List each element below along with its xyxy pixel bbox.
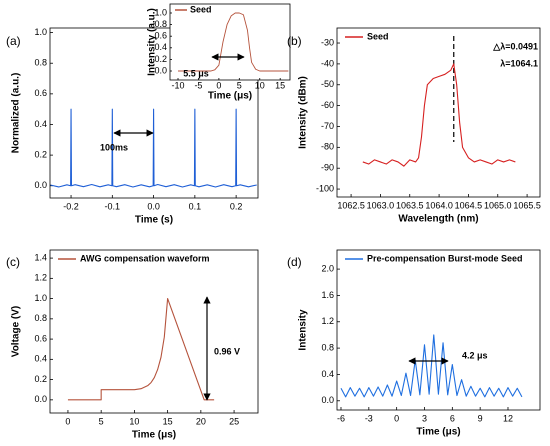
y-tick-label: 0.4 — [34, 119, 47, 129]
y-tick-label: 2.0 — [321, 263, 334, 273]
x-tick-label: -0.2 — [63, 201, 79, 211]
x-tick-label: 1063.5 — [396, 200, 424, 210]
annotation: △λ=0.0491 — [492, 41, 538, 51]
x-tick-label: 20 — [196, 416, 206, 426]
y-tick-label: 0.0 — [34, 394, 47, 404]
x-axis-label: Time (s) — [135, 215, 173, 226]
x-tick-label: 15 — [275, 80, 285, 90]
x-tick-label: -10 — [172, 80, 185, 90]
data-line — [362, 63, 516, 167]
x-tick-label: 0 — [394, 413, 399, 423]
y-tick-label: -70 — [321, 121, 334, 131]
x-tick-label: 25 — [229, 416, 239, 426]
x-tick-label: -0.1 — [105, 201, 121, 211]
x-tick-label: 1065.5 — [513, 200, 541, 210]
y-axis-label: Intensity (dBm) — [298, 76, 309, 149]
x-tick-label: 0 — [65, 416, 70, 426]
x-tick-label: 1065.0 — [484, 200, 512, 210]
x-tick-label: 1062.5 — [337, 200, 365, 210]
y-tick-label: 0.8 — [154, 19, 167, 29]
y-tick-label: 1.2 — [321, 316, 334, 326]
x-tick-label: 0 — [216, 80, 221, 90]
data-line — [178, 12, 289, 72]
x-tick-label: 1064.5 — [455, 200, 483, 210]
y-tick-label: 0.0 — [321, 395, 334, 405]
y-tick-label: 1.0 — [34, 27, 47, 37]
y-tick-label: 1.4 — [34, 252, 47, 262]
y-axis-label: Normalized (a.u.) — [11, 73, 22, 154]
legend-label: Seed — [367, 31, 389, 41]
y-tick-label: 0.2 — [34, 149, 47, 159]
x-tick-label: -3 — [365, 413, 373, 423]
x-axis-label: Time (μs) — [132, 430, 176, 441]
x-tick-label: 5 — [237, 80, 242, 90]
x-axis-label: Time (μs) — [208, 91, 252, 102]
x-tick-label: 5 — [99, 416, 104, 426]
y-tick-label: 1.6 — [321, 290, 334, 300]
x-tick-label: 12 — [503, 413, 513, 423]
x-tick-label: 6 — [450, 413, 455, 423]
y-tick-label: 0.2 — [34, 374, 47, 384]
y-tick-label: 0.2 — [154, 54, 167, 64]
x-tick-label: 9 — [478, 413, 483, 423]
x-tick-label: -6 — [337, 413, 345, 423]
x-tick-label: 0.1 — [189, 201, 202, 211]
y-tick-label: 0.6 — [154, 31, 167, 41]
y-tick-label: -60 — [321, 100, 334, 110]
y-tick-label: 0.8 — [34, 58, 47, 68]
x-tick-label: 1063.0 — [367, 200, 395, 210]
panel-label: (a) — [6, 34, 21, 48]
y-tick-label: 1.0 — [154, 7, 167, 17]
legend-label: Seed — [190, 4, 212, 14]
y-tick-label: -40 — [321, 58, 334, 68]
y-axis-label: Intensity (a.u.) — [147, 8, 158, 76]
x-axis-label: Wavelength (nm) — [398, 214, 478, 225]
y-tick-label: 0.6 — [34, 88, 47, 98]
plot-frame — [336, 249, 541, 411]
x-tick-label: 15 — [163, 416, 173, 426]
plot-frame — [49, 249, 259, 414]
x-tick-label: 3 — [422, 413, 427, 423]
y-tick-label: -90 — [321, 163, 334, 173]
y-tick-label: -80 — [321, 142, 334, 152]
x-tick-label: -5 — [194, 80, 202, 90]
panel-label: (b) — [287, 34, 302, 48]
y-tick-label: 1.2 — [34, 273, 47, 283]
x-tick-label: 0.2 — [230, 201, 243, 211]
y-tick-label: 0.6 — [34, 333, 47, 343]
annotation: λ=1064.1 — [500, 58, 538, 68]
y-axis-label: Voltage (V) — [11, 306, 22, 357]
panel-label: (d) — [287, 255, 302, 269]
annotation: 100ms — [100, 142, 128, 152]
annotation: 4.2 μs — [462, 350, 488, 360]
annotation: 0.96 V — [214, 346, 240, 356]
plot-frame — [336, 27, 541, 198]
y-tick-label: 0.4 — [321, 369, 334, 379]
y-tick-label: 0.0 — [154, 65, 167, 75]
annotation: 5.5 μs — [183, 68, 209, 78]
x-axis-label: Time (μs) — [416, 427, 460, 438]
y-tick-label: -30 — [321, 37, 334, 47]
legend-label: AWG compensation waveform — [80, 253, 210, 263]
x-tick-label: 10 — [255, 80, 265, 90]
y-tick-label: 0.8 — [34, 313, 47, 323]
panel-label: (c) — [6, 255, 20, 269]
y-tick-label: -50 — [321, 79, 334, 89]
legend-label: Pre-compensation Burst-mode Seed — [367, 253, 523, 263]
y-tick-label: 0.8 — [321, 342, 334, 352]
x-tick-label: 1064.0 — [425, 200, 453, 210]
x-tick-label: 10 — [129, 416, 139, 426]
plot-frame — [169, 3, 291, 81]
y-tick-label: 1.0 — [34, 293, 47, 303]
y-tick-label: -100 — [316, 183, 334, 193]
data-line — [67, 298, 215, 401]
y-axis-label: Intensity — [298, 309, 309, 351]
x-tick-label: 0.0 — [147, 201, 160, 211]
y-tick-label: 0.4 — [154, 42, 167, 52]
data-line — [50, 108, 257, 188]
y-tick-label: 0.0 — [34, 180, 47, 190]
y-tick-label: 0.4 — [34, 354, 47, 364]
